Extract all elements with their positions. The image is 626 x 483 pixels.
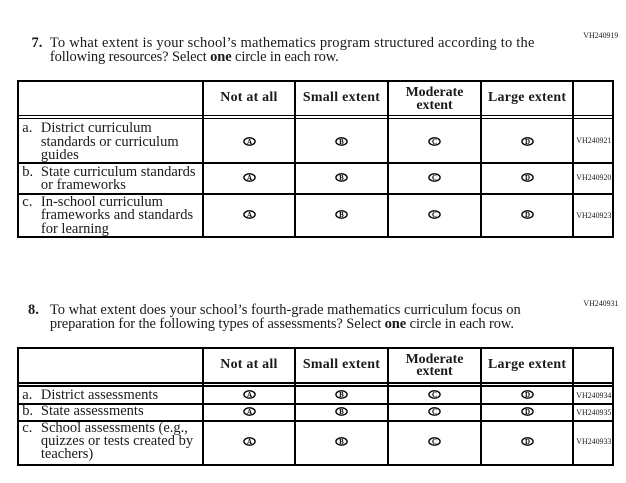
svg-text:A: A (246, 211, 251, 219)
svg-text:C: C (432, 174, 437, 182)
svg-text:D: D (524, 174, 529, 182)
svg-text:B: B (339, 211, 344, 219)
svg-text:A: A (246, 137, 251, 145)
svg-text:C: C (432, 137, 437, 145)
svg-text:B: B (339, 407, 344, 415)
svg-text:C: C (432, 390, 437, 398)
svg-text:B: B (339, 437, 344, 445)
svg-text:C: C (432, 437, 437, 445)
svg-text:B: B (339, 137, 344, 145)
svg-text:B: B (339, 390, 344, 398)
svg-text:D: D (524, 437, 529, 445)
svg-text:D: D (524, 390, 529, 398)
svg-text:A: A (246, 390, 251, 398)
svg-text:C: C (432, 211, 437, 219)
svg-text:A: A (246, 437, 251, 445)
svg-text:B: B (339, 174, 344, 182)
svg-text:D: D (524, 137, 529, 145)
svg-text:A: A (246, 407, 251, 415)
svg-text:C: C (432, 407, 437, 415)
svg-text:D: D (524, 407, 529, 415)
svg-text:D: D (524, 211, 529, 219)
svg-text:A: A (246, 174, 251, 182)
